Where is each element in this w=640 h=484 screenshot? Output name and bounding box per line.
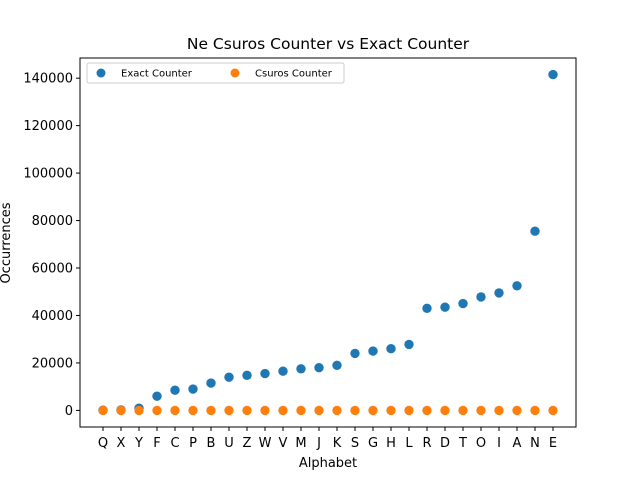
- point-exact-counter: [188, 384, 198, 394]
- point-exact-counter: [368, 346, 378, 356]
- point-exact-counter: [548, 69, 558, 80]
- x-tick-label: B: [207, 436, 216, 451]
- point-exact-counter: [386, 343, 396, 354]
- point-exact-counter: [440, 302, 450, 312]
- x-tick-label: O: [476, 436, 486, 451]
- y-tick-label: 100000: [23, 167, 73, 182]
- point-csuros-counter: [512, 405, 522, 416]
- x-tick-label: D: [440, 436, 450, 451]
- y-tick-label: 40000: [32, 309, 73, 324]
- x-tick-label: Y: [134, 436, 143, 451]
- x-tick-label: K: [333, 436, 342, 451]
- x-tick-label: Z: [243, 436, 252, 451]
- point-csuros-counter: [224, 405, 234, 416]
- x-tick-label: R: [422, 436, 431, 451]
- y-tick-label: 120000: [23, 119, 73, 134]
- legend-box: [86, 62, 345, 84]
- point-exact-counter: [350, 348, 360, 359]
- point-exact-counter: [332, 360, 342, 371]
- point-csuros-counter: [242, 405, 252, 416]
- x-tick-label: U: [224, 436, 234, 451]
- point-exact-counter: [314, 362, 324, 373]
- point-csuros-counter: [404, 405, 414, 416]
- data-points: [98, 69, 558, 416]
- point-exact-counter: [476, 292, 486, 302]
- x-tick-label: W: [259, 436, 272, 451]
- point-csuros-counter: [188, 405, 198, 416]
- point-csuros-counter: [152, 405, 162, 416]
- point-csuros-counter: [476, 405, 486, 416]
- point-csuros-counter: [134, 405, 144, 416]
- x-tick-label: V: [279, 436, 288, 451]
- x-tick-label: H: [386, 436, 396, 451]
- y-axis-label: Occurrences: [0, 202, 14, 283]
- point-csuros-counter: [260, 405, 270, 416]
- y-tick-label: 20000: [32, 356, 73, 371]
- point-csuros-counter: [458, 405, 468, 416]
- plot-frame: [79, 57, 577, 428]
- point-exact-counter: [224, 372, 234, 382]
- x-tick-label: S: [351, 436, 359, 451]
- point-csuros-counter: [278, 405, 288, 416]
- x-axis-label: Alphabet: [299, 456, 357, 471]
- x-tick-label: X: [117, 436, 126, 451]
- point-csuros-counter: [422, 405, 432, 416]
- point-exact-counter: [458, 298, 468, 309]
- legend-label-exact-counter: Exact Counter: [121, 69, 193, 80]
- point-csuros-counter: [548, 405, 558, 416]
- x-tick-label: I: [497, 436, 501, 451]
- x-tick-label: A: [513, 436, 522, 451]
- point-exact-counter: [206, 378, 216, 388]
- y-tick-label: 80000: [32, 214, 73, 229]
- point-exact-counter: [422, 303, 432, 314]
- point-exact-counter: [530, 226, 540, 236]
- point-csuros-counter: [494, 405, 504, 416]
- x-tick-label: G: [368, 436, 378, 451]
- y-tick-label: 60000: [32, 262, 73, 277]
- y-axis-ticks: 0 20000 40000 60000 80000 100000 120000 140000: [23, 72, 80, 419]
- legend-label-csuros-counter: Csuros Counter: [255, 69, 333, 80]
- x-tick-label: Q: [98, 436, 108, 451]
- legend-marker-csuros-counter: [230, 68, 240, 78]
- x-tick-label: L: [405, 436, 413, 451]
- y-tick-label: 0: [65, 404, 73, 419]
- point-csuros-counter: [98, 405, 108, 416]
- x-tick-label: T: [458, 436, 467, 451]
- point-exact-counter: [242, 370, 252, 380]
- point-exact-counter: [278, 366, 288, 376]
- x-tick-label: J: [316, 436, 321, 451]
- point-exact-counter: [296, 364, 306, 374]
- point-csuros-counter: [368, 405, 378, 416]
- point-csuros-counter: [116, 405, 126, 416]
- point-exact-counter: [170, 385, 180, 395]
- point-exact-counter: [512, 281, 522, 291]
- x-tick-label: M: [295, 436, 306, 451]
- legend-marker-exact-counter: [96, 68, 106, 78]
- chart-title: Ne Csuros Counter vs Exact Counter: [187, 35, 470, 53]
- x-tick-label: E: [549, 436, 557, 451]
- point-exact-counter: [260, 368, 270, 379]
- x-tick-label: F: [153, 436, 160, 451]
- point-csuros-counter: [296, 405, 306, 416]
- point-csuros-counter: [440, 405, 450, 416]
- x-tick-label: P: [189, 436, 197, 451]
- point-csuros-counter: [314, 405, 324, 416]
- legend: Exact Counter Csuros Counter: [86, 62, 345, 84]
- point-exact-counter: [404, 339, 414, 350]
- y-tick-label: 140000: [23, 72, 73, 87]
- x-tick-label: N: [530, 436, 540, 451]
- point-csuros-counter: [170, 405, 180, 416]
- point-csuros-counter: [350, 405, 360, 416]
- point-exact-counter: [152, 391, 162, 401]
- point-csuros-counter: [206, 405, 216, 416]
- x-tick-label: C: [170, 436, 179, 451]
- point-csuros-counter: [332, 405, 342, 416]
- point-csuros-counter: [530, 405, 540, 416]
- point-exact-counter: [494, 288, 504, 298]
- point-csuros-counter: [386, 405, 396, 416]
